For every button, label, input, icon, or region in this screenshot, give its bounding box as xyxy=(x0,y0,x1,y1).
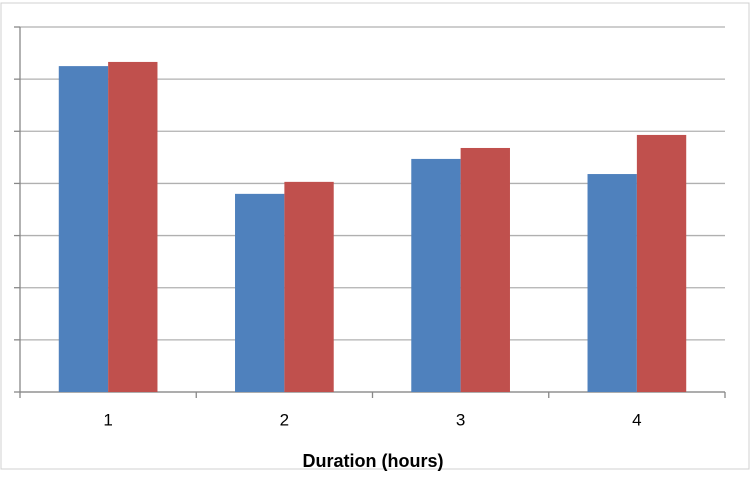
bar xyxy=(108,61,158,392)
x-tick-label: 2 xyxy=(280,410,289,429)
bar xyxy=(58,66,109,392)
bar xyxy=(284,181,334,392)
bar xyxy=(235,193,285,392)
x-tick-label: 3 xyxy=(456,410,465,429)
bar xyxy=(587,174,637,392)
bar xyxy=(636,134,687,392)
bar xyxy=(460,147,510,392)
x-axis-title: Duration (hours) xyxy=(303,451,444,471)
x-tick-label: 4 xyxy=(632,410,641,429)
x-tick-label: 1 xyxy=(103,410,112,429)
bar xyxy=(411,158,461,392)
